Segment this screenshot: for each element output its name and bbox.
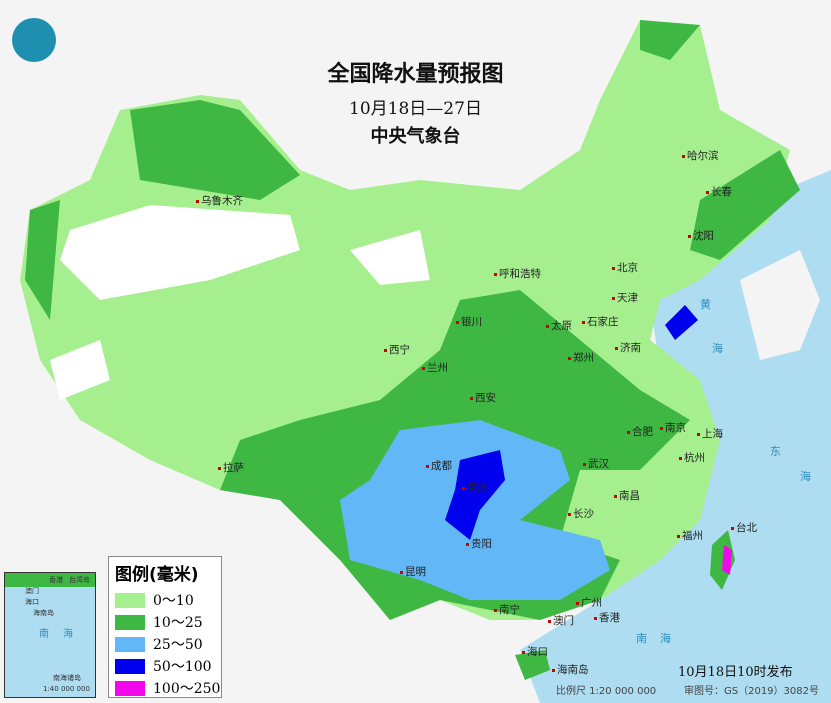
city-label: 郑州 [568, 352, 594, 365]
city-label: 北京 [612, 262, 638, 275]
zone-10-25-west [25, 200, 60, 320]
inset-scale: 1:40 000 000 [43, 685, 90, 693]
city-label: 拉萨 [218, 462, 244, 475]
city-label: 广州 [576, 597, 602, 610]
legend-swatch [115, 658, 145, 674]
inset-label: 海南岛 [33, 609, 54, 617]
legend-label: 10～25 [153, 615, 203, 631]
city-label: 澳门 [548, 615, 574, 628]
legend-item: 0～10 [115, 589, 221, 611]
inset-label: 海口 [25, 598, 39, 606]
zone-no-rain-tarim [60, 205, 300, 300]
city-label: 长沙 [568, 508, 594, 521]
legend: 图例(毫米) 0～10 10～25 25～50 50～100 100～250 [108, 556, 222, 698]
city-label: 合肥 [627, 426, 653, 439]
sea-label: 南 [636, 632, 647, 645]
review-number: 审图号：GS（2019）3082号 [684, 686, 819, 697]
inset-label: 南 [39, 629, 49, 640]
city-label: 石家庄 [582, 316, 619, 329]
taiwan [710, 530, 735, 590]
city-label: 上海 [697, 428, 723, 441]
city-label: 哈尔滨 [682, 150, 719, 163]
city-label: 长春 [706, 186, 732, 199]
sea-label: 黄 [700, 298, 711, 311]
south-china-sea-inset: 香港 澳门 台湾岛 海口 海南岛 南 海 南海诸岛 1:40 000 000 [4, 572, 96, 698]
city-label: 海口 [522, 646, 548, 659]
sea-label: 东 [770, 445, 781, 458]
legend-item: 10～25 [115, 611, 221, 633]
legend-item: 50～100 [115, 655, 221, 677]
zone-10-25-northeast [690, 150, 800, 260]
legend-label: 50～100 [153, 659, 212, 675]
legend-item: 25～50 [115, 633, 221, 655]
legend-label: 25～50 [153, 637, 203, 653]
korea [740, 250, 820, 360]
legend-swatch [115, 636, 145, 652]
inset-label: 澳门 [25, 587, 39, 595]
inset-label: 南海诸岛 [53, 674, 81, 682]
city-label: 武汉 [583, 458, 609, 471]
city-label: 呼和浩特 [494, 268, 541, 281]
city-label: 昆明 [400, 566, 426, 579]
sea-label: 海 [800, 470, 811, 483]
zone-50-100-sichuan [445, 450, 505, 540]
legend-label: 0～10 [153, 593, 194, 609]
inset-label: 台湾岛 [69, 576, 90, 584]
city-label: 台北 [731, 522, 757, 535]
city-label: 天津 [612, 292, 638, 305]
city-label: 乌鲁木齐 [196, 195, 243, 208]
city-label: 太原 [546, 320, 572, 333]
inset-label: 海 [63, 629, 73, 640]
zone-10-25-north-tip [640, 20, 700, 60]
inset-label: 香港 [49, 576, 63, 584]
zone-50-100-shandong [665, 305, 698, 340]
city-label: 南昌 [614, 490, 640, 503]
legend-swatch [115, 680, 145, 696]
legend-item: 100～250 [115, 677, 221, 699]
city-label: 香港 [594, 612, 620, 625]
city-label: 济南 [615, 342, 641, 355]
city-label: 成都 [426, 460, 452, 473]
zone-no-rain-tibet [50, 340, 110, 400]
city-label: 海南岛 [552, 664, 589, 677]
city-label: 重庆 [462, 482, 488, 495]
cma-logo [12, 18, 56, 62]
legend-swatch [115, 592, 145, 608]
zone-no-rain-north [350, 230, 430, 285]
legend-title: 图例(毫米) [115, 565, 199, 585]
map-title: 全国降水量预报图 [327, 62, 504, 87]
forecast-period: 10月18日—27日 [349, 99, 482, 119]
issue-time: 10月18日10时发布 [678, 665, 793, 680]
city-label: 兰州 [422, 362, 448, 375]
city-label: 南宁 [494, 604, 520, 617]
zone-100-250-taiwan [722, 545, 732, 575]
sea-label: 海 [660, 632, 671, 645]
city-label: 沈阳 [688, 230, 714, 243]
zone-10-25-tianshan [130, 100, 300, 200]
city-label: 南京 [660, 422, 686, 435]
inset-land [5, 573, 95, 587]
legend-swatch [115, 614, 145, 630]
map-scale: 比例尺 1:20 000 000 [556, 686, 657, 697]
legend-label: 100～250 [153, 681, 221, 697]
sea-label: 海 [712, 342, 723, 355]
city-label: 西宁 [384, 344, 410, 357]
city-label: 杭州 [679, 452, 705, 465]
city-label: 福州 [677, 530, 703, 543]
city-label: 西安 [470, 392, 496, 405]
city-label: 贵阳 [466, 538, 492, 551]
city-label: 银川 [456, 316, 482, 329]
issuer: 中央气象台 [370, 126, 461, 147]
